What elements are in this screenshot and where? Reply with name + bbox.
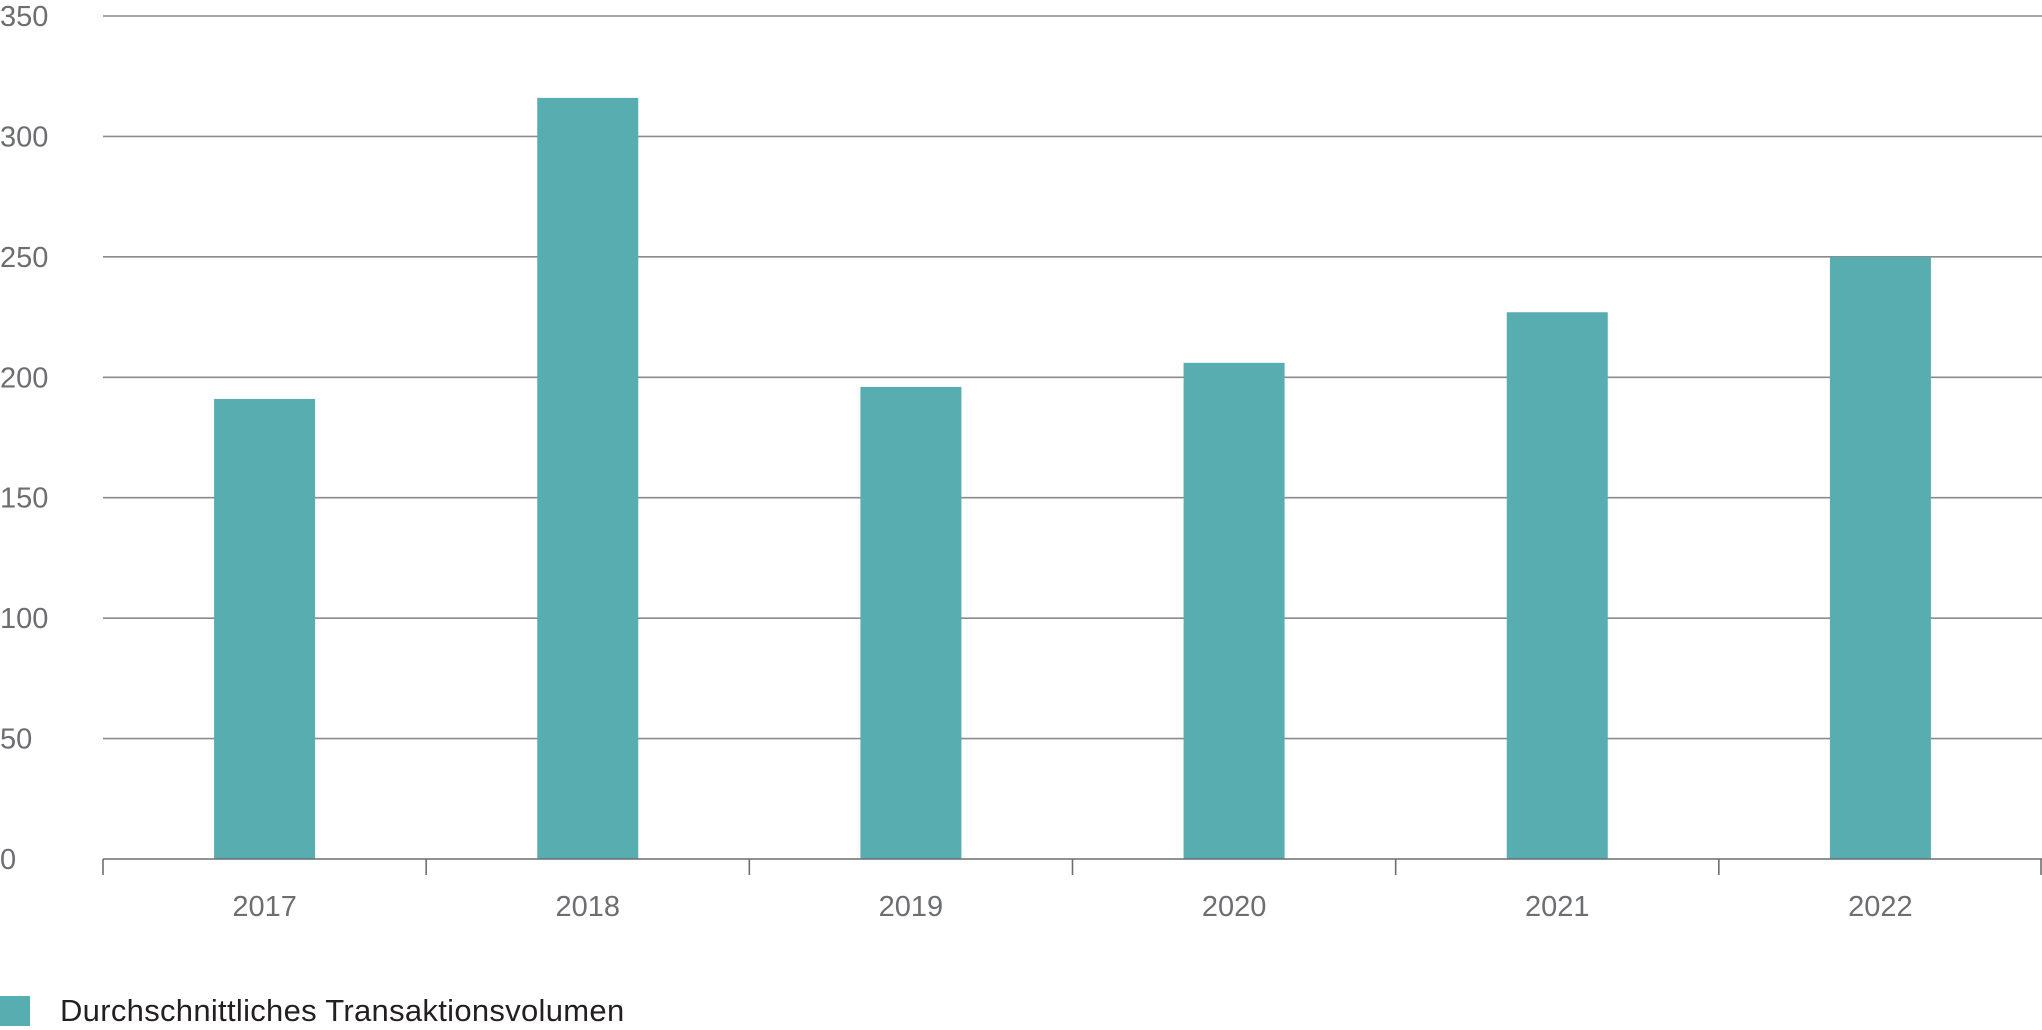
legend: Durchschnittliches Transaktionsvolumen xyxy=(0,993,625,1028)
x-tick-label-2017: 2017 xyxy=(232,891,297,923)
bar-2022 xyxy=(1829,256,1931,859)
x-axis-tick-labels: 2017 2018 2019 2020 2021 2022 xyxy=(232,891,1912,923)
x-tick-label-2021: 2021 xyxy=(1525,891,1590,923)
y-tick-label-100: 100 xyxy=(0,603,48,635)
x-tick-label-2019: 2019 xyxy=(879,891,944,923)
y-tick-label-50: 50 xyxy=(0,724,32,756)
bars xyxy=(214,97,1931,860)
bar-2019 xyxy=(860,386,962,859)
x-axis xyxy=(102,858,2042,875)
bar-2021 xyxy=(1506,312,1608,859)
bar-2017 xyxy=(214,398,316,859)
y-tick-label-150: 150 xyxy=(0,483,48,515)
x-tick-label-2022: 2022 xyxy=(1848,891,1913,923)
x-tick-label-2018: 2018 xyxy=(555,891,620,923)
y-tick-label-0: 0 xyxy=(0,844,16,876)
legend-label: Durchschnittliches Transaktionsvolumen xyxy=(60,993,625,1028)
y-tick-label-200: 200 xyxy=(0,362,48,394)
bar-2018 xyxy=(537,97,639,860)
y-tick-label-350: 350 xyxy=(0,1,48,33)
grid-lines xyxy=(103,15,2042,740)
legend-swatch xyxy=(0,996,30,1026)
bar-2020 xyxy=(1183,362,1285,859)
y-tick-label-300: 300 xyxy=(0,121,48,153)
y-axis-tick-labels: 0 50 100 150 200 250 300 350 xyxy=(0,1,48,876)
x-tick-label-2020: 2020 xyxy=(1202,891,1267,923)
y-tick-label-250: 250 xyxy=(0,242,48,274)
